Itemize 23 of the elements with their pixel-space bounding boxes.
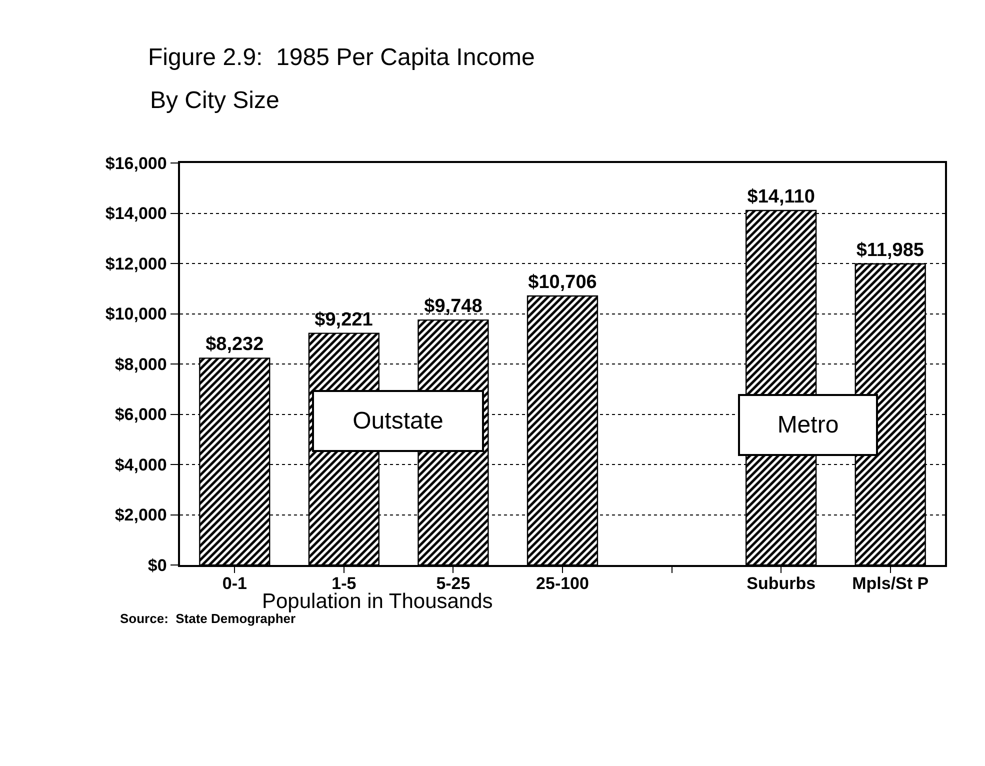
source-note: Source: State Demographer — [120, 611, 296, 626]
x-tick-label: 25-100 — [536, 574, 589, 594]
chart-title: Figure 2.9: 1985 Per Capita Income — [148, 44, 535, 71]
data-label: $10,706 — [528, 272, 597, 294]
data-label: $14,110 — [747, 186, 815, 208]
y-tick-label: $0 — [148, 556, 167, 575]
annotation: Outstate — [352, 408, 444, 434]
y-tick-label: $6,000 — [114, 405, 167, 424]
x-tick-label: Mpls/St P — [852, 574, 929, 594]
y-tick-label: $16,000 — [105, 154, 167, 173]
data-label: $8,232 — [206, 334, 264, 356]
annotation: Metro — [777, 412, 839, 438]
y-tick-label: $4,000 — [114, 455, 167, 474]
y-tick-label: $2,000 — [114, 506, 167, 525]
data-label: $11,985 — [856, 240, 924, 261]
chart-subtitle: By City Size — [150, 87, 280, 114]
y-tick-label: $10,000 — [105, 304, 167, 324]
y-tick-label: $14,000 — [105, 204, 167, 224]
x-tick-label: 0-1 — [222, 574, 247, 594]
y-tick-label: $12,000 — [105, 254, 167, 274]
y-tick-label: $8,000 — [114, 354, 167, 374]
data-label: $9,748 — [424, 296, 482, 318]
x-tick-label: Suburbs — [746, 574, 816, 594]
